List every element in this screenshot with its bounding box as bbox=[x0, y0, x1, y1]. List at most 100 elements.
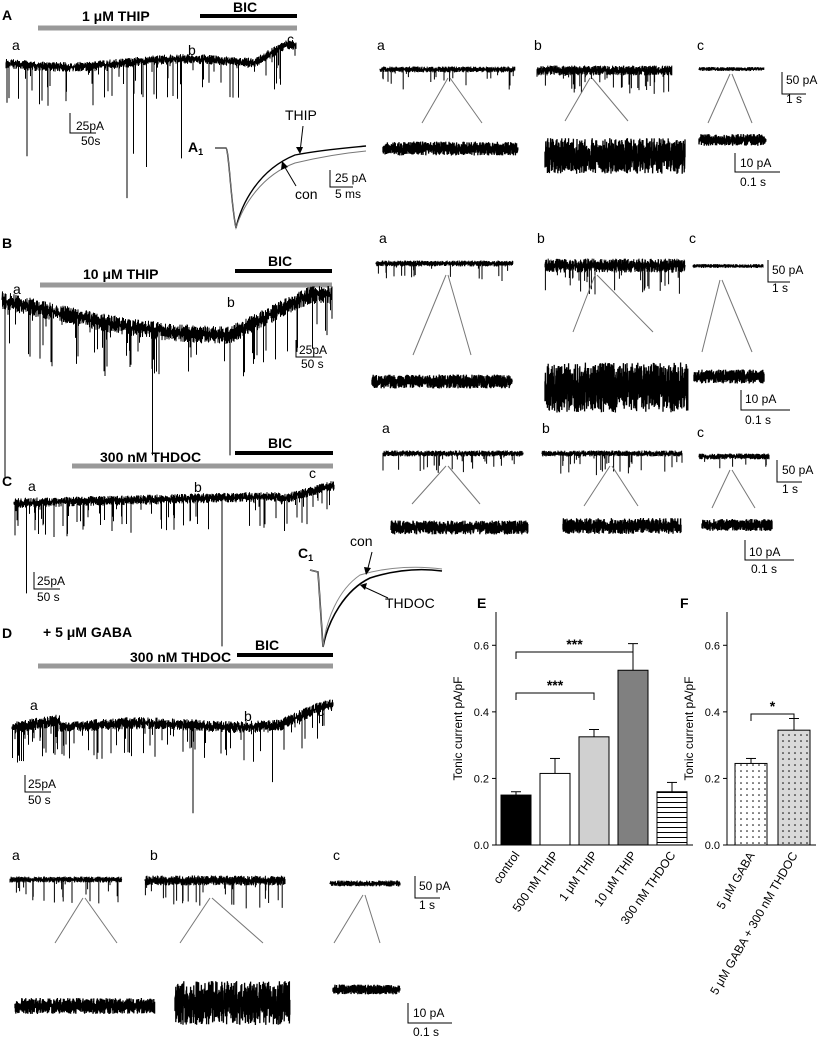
inset-letter-a1: A1 bbox=[188, 139, 203, 157]
scale-b-current: 25pA bbox=[299, 343, 327, 357]
inset-label-thdoc: THDOC bbox=[385, 595, 435, 611]
trace-label-a: a bbox=[28, 478, 36, 494]
drug-label: 300 nM THDOC bbox=[100, 449, 201, 465]
inset-label-con: con bbox=[350, 533, 373, 549]
exp-trace bbox=[144, 875, 286, 909]
scale-d-current: 25pA bbox=[28, 777, 56, 791]
inset-scale-a1 bbox=[329, 170, 353, 188]
expanded-traces-b: a b c 50 pA 1 s 10 pA 0.1 s bbox=[371, 230, 803, 427]
significance-label: *** bbox=[566, 636, 583, 652]
bar bbox=[617, 669, 649, 846]
exp-scale-top-a bbox=[781, 72, 806, 95]
exp-scale-bottom-current: 10 pA bbox=[740, 156, 771, 170]
exp-scale-top-time: 1 s bbox=[419, 898, 435, 912]
scale-bar-d bbox=[24, 775, 51, 793]
exp-label-c: c bbox=[333, 847, 340, 863]
exp-scale-top-c bbox=[776, 460, 802, 483]
y-axis-label: Tonic current pA/pF bbox=[682, 676, 696, 780]
exp-trace-zoom bbox=[562, 517, 682, 534]
inset-c1: C1 con THDOC bbox=[298, 533, 443, 648]
trace-label-a: a bbox=[30, 697, 38, 713]
panel-letter-e: E bbox=[477, 595, 486, 611]
exp-trace bbox=[329, 880, 401, 887]
panel-d: D + 5 μM GABA 300 nM THDOC BIC a b c 25p… bbox=[2, 624, 452, 1039]
zoom-lines bbox=[54, 894, 381, 944]
drug-label: 10 μM THIP bbox=[83, 266, 158, 282]
expanded-traces-c: a b c 50 pA 1 s 10 pA 0.1 s bbox=[382, 420, 813, 576]
chart-f: F 0.0 0.2 0.4 0.6 Tonic current pA/pF 5 μM GA… bbox=[680, 595, 816, 997]
panel-letter-b: B bbox=[2, 235, 12, 251]
exp-label-c: c bbox=[697, 37, 704, 53]
trace-d bbox=[11, 699, 334, 814]
scale-a-time: 50s bbox=[81, 134, 100, 148]
exp-scale-bottom-current: 10 pA bbox=[749, 545, 780, 559]
exp-scale-top-time: 1 s bbox=[772, 281, 788, 295]
bar bbox=[578, 736, 610, 846]
scale-a-current: 25pA bbox=[76, 119, 104, 133]
exp-scale-bottom-d bbox=[407, 1003, 452, 1024]
significance-label: * bbox=[770, 698, 776, 714]
scale-d-time: 50 s bbox=[28, 793, 51, 807]
zoom-lines bbox=[421, 73, 753, 124]
panel-letter-d: D bbox=[2, 625, 12, 641]
trace-label-c: c bbox=[287, 31, 294, 47]
expanded-traces-a: a b c 50 pA 1 s 10 pA 0.1 s bbox=[377, 37, 817, 189]
bar bbox=[539, 772, 571, 846]
exp-scale-bottom-time: 0.1 s bbox=[751, 562, 777, 576]
significance-bracket bbox=[515, 692, 595, 700]
exp-label-a: a bbox=[12, 847, 20, 863]
scale-c-time: 50 s bbox=[37, 590, 60, 604]
zoom-lines bbox=[411, 465, 756, 509]
inset-scale-time: 5 ms bbox=[335, 187, 361, 201]
significance-label: *** bbox=[547, 677, 564, 693]
y-tick-label: 0.4 bbox=[705, 707, 720, 719]
exp-trace-zoom bbox=[698, 133, 767, 146]
inset-trace-con bbox=[309, 566, 443, 648]
exp-trace bbox=[692, 263, 764, 269]
exp-label-b: b bbox=[534, 37, 542, 53]
arrow-head-con bbox=[364, 567, 371, 575]
trace-a bbox=[5, 39, 297, 199]
exp-scale-bottom-current: 10 pA bbox=[745, 392, 776, 406]
drug-label: 300 nM THDOC bbox=[130, 649, 231, 665]
bar bbox=[500, 794, 532, 846]
bic-label: BIC bbox=[255, 637, 279, 653]
inset-label-con: con bbox=[295, 186, 318, 202]
inset-scale-current: 25 pA bbox=[335, 171, 366, 185]
exp-trace bbox=[536, 65, 673, 94]
scale-bar-c bbox=[33, 572, 60, 590]
bar bbox=[656, 791, 688, 846]
panel-a: A 1 μM THIP BIC a b c 25pA 50s A1 THIP c… bbox=[2, 0, 817, 230]
y-tick-label: 0.2 bbox=[474, 773, 489, 785]
exp-scale-top-time: 1 s bbox=[782, 482, 798, 496]
trace-label-b: b bbox=[227, 294, 235, 310]
y-tick-label: 0.0 bbox=[474, 840, 489, 852]
exp-scale-bottom-a bbox=[734, 153, 780, 173]
zoom-lines bbox=[412, 274, 753, 356]
trace-label-a: a bbox=[13, 281, 21, 297]
scale-bar-b bbox=[295, 340, 322, 358]
exp-scale-bottom-time: 0.1 s bbox=[740, 175, 766, 189]
exp-label-c: c bbox=[697, 424, 704, 440]
gaba-label: + 5 μM GABA bbox=[43, 624, 132, 640]
exp-scale-top-b bbox=[767, 260, 790, 283]
exp-scale-bottom-current: 10 pA bbox=[413, 1006, 444, 1020]
exp-trace-zoom bbox=[14, 997, 156, 1015]
panel-letter-c: C bbox=[2, 473, 12, 489]
exp-trace bbox=[9, 876, 123, 904]
y-tick-label: 0.6 bbox=[705, 640, 720, 652]
exp-trace-zoom bbox=[544, 362, 689, 413]
exp-scale-bottom-time: 0.1 s bbox=[745, 413, 771, 427]
trace-c bbox=[13, 481, 335, 647]
exp-trace bbox=[379, 66, 516, 90]
exp-scale-top-current: 50 pA bbox=[419, 879, 450, 893]
exp-trace-zoom bbox=[544, 138, 686, 174]
category-label: 5 μM GABA + 300 nM THDOC bbox=[707, 849, 800, 997]
trace-label-a: a bbox=[12, 37, 20, 53]
panel-letter-f: F bbox=[680, 595, 689, 611]
exp-trace bbox=[382, 450, 524, 473]
y-tick-label: 0.6 bbox=[474, 640, 489, 652]
exp-scale-bottom-c bbox=[744, 540, 794, 561]
exp-trace-zoom bbox=[693, 369, 765, 384]
inset-label-thip: THIP bbox=[285, 107, 317, 123]
